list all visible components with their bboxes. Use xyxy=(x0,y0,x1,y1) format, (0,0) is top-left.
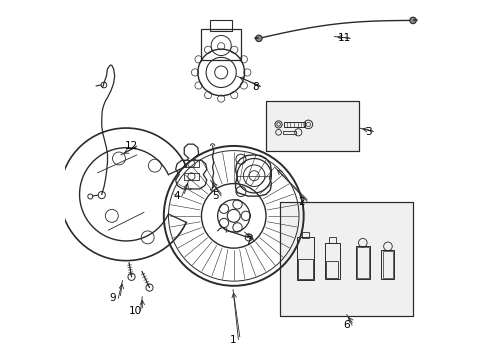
Text: 9: 9 xyxy=(109,293,116,303)
Bar xyxy=(297,259,312,279)
Bar xyxy=(183,160,198,167)
Bar xyxy=(284,122,305,127)
Bar xyxy=(265,101,359,151)
Bar xyxy=(356,247,368,278)
Circle shape xyxy=(255,35,262,41)
Bar xyxy=(325,261,338,278)
Bar xyxy=(296,237,313,280)
Bar xyxy=(201,30,241,60)
Bar xyxy=(280,202,412,316)
Bar xyxy=(280,202,412,316)
Text: 7: 7 xyxy=(245,236,252,246)
Text: 2: 2 xyxy=(298,197,305,207)
Bar xyxy=(328,237,335,243)
Bar xyxy=(265,101,359,151)
Bar xyxy=(183,173,198,180)
Bar xyxy=(210,21,231,31)
Bar xyxy=(280,202,412,316)
Text: 3: 3 xyxy=(364,127,371,136)
Text: 12: 12 xyxy=(124,141,138,151)
Text: 11: 11 xyxy=(338,33,351,43)
Text: 6: 6 xyxy=(343,320,349,330)
Bar xyxy=(265,101,359,151)
Bar xyxy=(325,243,339,279)
Text: 10: 10 xyxy=(128,306,142,316)
Circle shape xyxy=(409,17,415,24)
Text: 5: 5 xyxy=(212,191,219,201)
Bar xyxy=(302,231,308,238)
Bar xyxy=(381,250,394,279)
Text: 1: 1 xyxy=(229,334,236,345)
Text: 4: 4 xyxy=(173,191,179,201)
Bar xyxy=(355,246,369,279)
Bar xyxy=(282,131,296,134)
Bar xyxy=(382,251,392,278)
Text: 8: 8 xyxy=(251,82,258,92)
